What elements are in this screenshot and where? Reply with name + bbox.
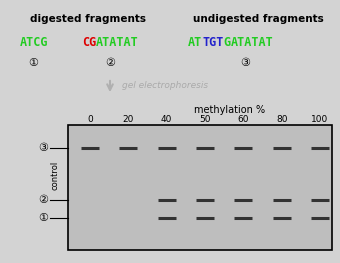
Text: digested fragments: digested fragments bbox=[30, 14, 146, 24]
Text: ②: ② bbox=[38, 195, 48, 205]
Text: ①: ① bbox=[28, 58, 38, 68]
Text: CG: CG bbox=[82, 36, 96, 49]
Text: 80: 80 bbox=[276, 115, 287, 124]
Text: 0: 0 bbox=[87, 115, 93, 124]
Text: 50: 50 bbox=[199, 115, 211, 124]
Text: AT: AT bbox=[188, 36, 202, 49]
Text: 100: 100 bbox=[311, 115, 329, 124]
Text: gel electrophoresis: gel electrophoresis bbox=[122, 80, 208, 89]
Text: 40: 40 bbox=[161, 115, 172, 124]
Text: ATATAT: ATATAT bbox=[231, 36, 273, 49]
Text: ②: ② bbox=[105, 58, 115, 68]
Text: control: control bbox=[51, 160, 59, 190]
Text: ①: ① bbox=[38, 213, 48, 223]
Text: ③: ③ bbox=[38, 143, 48, 153]
Text: methylation %: methylation % bbox=[194, 105, 266, 115]
Text: 60: 60 bbox=[238, 115, 249, 124]
Text: 20: 20 bbox=[123, 115, 134, 124]
Text: ATATAT: ATATAT bbox=[96, 36, 139, 49]
Text: undigested fragments: undigested fragments bbox=[193, 14, 323, 24]
Text: ATCG: ATCG bbox=[20, 36, 49, 49]
Text: G: G bbox=[223, 36, 231, 49]
Bar bbox=[68, 125, 332, 250]
Text: ③: ③ bbox=[240, 58, 250, 68]
Text: TGT: TGT bbox=[202, 36, 223, 49]
